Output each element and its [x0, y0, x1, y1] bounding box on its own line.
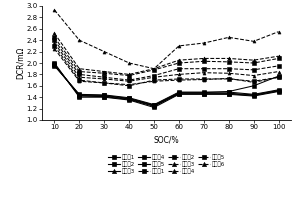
Legend: 实施例1, 实施例2, 实施例3, 实施例4, 实施例5, 对比例1, 对比例2, 对比例3, 对比例4, 对比例5, 对比例6: 实施例1, 实施例2, 实施例3, 实施例4, 实施例5, 对比例1, 对比例2… — [108, 155, 225, 174]
Y-axis label: DCR/mΩ: DCR/mΩ — [16, 47, 25, 79]
X-axis label: SOC/%: SOC/% — [154, 136, 179, 145]
